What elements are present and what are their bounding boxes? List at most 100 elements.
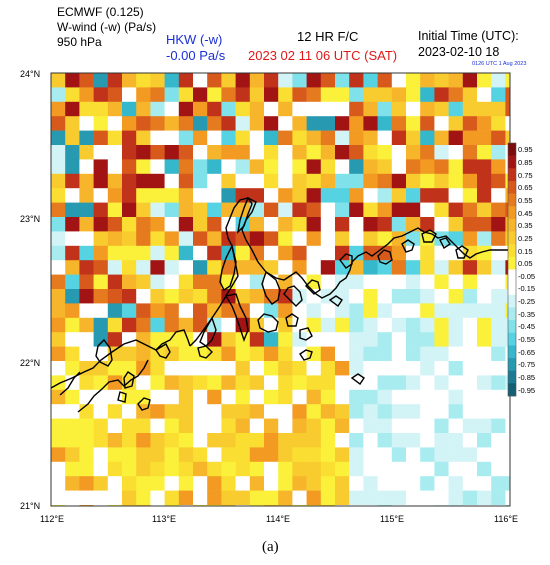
field-cell	[462, 332, 478, 347]
field-cell	[235, 159, 251, 175]
field-cell	[178, 101, 194, 117]
field-cell	[349, 476, 364, 491]
field-cell	[278, 274, 293, 290]
field-cell	[320, 145, 336, 160]
field-cell	[306, 145, 322, 160]
field-cell	[150, 217, 165, 232]
field-cell	[51, 433, 66, 448]
field-cell	[136, 130, 151, 146]
field-cell	[406, 202, 421, 218]
field-cell	[377, 274, 393, 290]
field-cell	[505, 389, 510, 405]
field-cell	[335, 87, 350, 103]
field-cell	[391, 433, 407, 448]
colorbar-swatch	[508, 180, 516, 194]
field-cell	[235, 274, 251, 290]
field-cell	[448, 433, 464, 448]
field-cell	[122, 289, 137, 304]
field-cell	[235, 476, 251, 491]
lat-tick-label: 22°N	[20, 358, 41, 368]
field-cell	[79, 476, 94, 491]
field-cell	[278, 245, 293, 261]
field-cell	[150, 159, 165, 175]
field-cell	[93, 490, 109, 506]
field-cell	[235, 145, 251, 160]
field-cell	[136, 418, 151, 434]
field-cell	[93, 245, 109, 261]
field-cell	[420, 145, 435, 160]
field-cell	[391, 332, 407, 347]
field-cell	[193, 245, 208, 261]
field-cell	[462, 173, 478, 189]
field-cell	[306, 461, 322, 477]
field-cell	[207, 461, 222, 477]
field-cell	[264, 159, 279, 175]
field-cell	[122, 101, 137, 117]
field-cell	[150, 476, 165, 491]
field-cell	[65, 202, 80, 218]
field-cell	[292, 361, 307, 376]
field-cell	[150, 447, 165, 463]
field-cell	[477, 116, 492, 131]
field-cell	[207, 332, 222, 347]
field-cell	[207, 433, 222, 448]
field-cell	[164, 145, 180, 160]
field-cell	[491, 101, 506, 117]
field-cell	[122, 433, 137, 448]
field-cell	[264, 231, 279, 247]
field-cell	[150, 202, 165, 218]
field-cell	[448, 87, 464, 103]
field-cell	[65, 260, 80, 275]
field-cell	[278, 404, 293, 419]
field-cell	[434, 159, 449, 175]
field-cell	[491, 461, 506, 477]
field-cell	[306, 73, 322, 88]
field-cell	[79, 303, 94, 319]
field-cell	[107, 202, 123, 218]
field-cell	[221, 317, 236, 333]
field-cell	[349, 159, 364, 175]
field-cell	[164, 101, 180, 117]
field-cell	[377, 87, 393, 103]
field-cell	[406, 418, 421, 434]
field-cell	[122, 87, 137, 103]
field-cell	[420, 418, 435, 434]
field-cell	[164, 461, 180, 477]
field-cell	[477, 461, 492, 477]
field-cell	[107, 87, 123, 103]
field-cell	[420, 346, 435, 362]
field-cell	[249, 130, 265, 146]
field-cell	[292, 87, 307, 103]
field-cell	[122, 303, 137, 319]
field-cell	[462, 346, 478, 362]
field-cell	[491, 188, 506, 203]
field-cell	[391, 87, 407, 103]
field-cell	[335, 130, 350, 146]
field-cell	[462, 375, 478, 391]
field-cell	[51, 145, 66, 160]
field-cell	[207, 130, 222, 146]
field-cell	[491, 332, 506, 347]
field-cell	[264, 173, 279, 189]
field-cell	[434, 188, 449, 203]
field-cell	[434, 476, 449, 491]
field-cell	[235, 260, 251, 275]
field-cell	[320, 418, 336, 434]
field-cell	[249, 317, 265, 333]
field-cell	[377, 289, 393, 304]
field-cell	[320, 332, 336, 347]
field-cell	[363, 490, 378, 506]
field-cell	[306, 361, 322, 376]
field-cell	[391, 476, 407, 491]
field-cell	[292, 116, 307, 131]
field-cell	[221, 289, 236, 304]
field-cell	[51, 461, 66, 477]
field-cell	[150, 101, 165, 117]
field-cell	[51, 303, 66, 319]
field-cell	[462, 130, 478, 146]
field-cell	[335, 433, 350, 448]
field-cell	[164, 404, 180, 419]
field-cell	[335, 231, 350, 247]
field-cell	[363, 231, 378, 247]
field-cell	[420, 173, 435, 189]
